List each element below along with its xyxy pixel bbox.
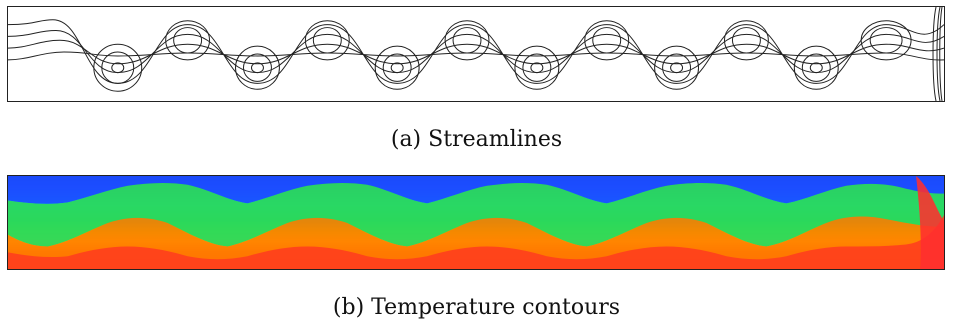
panel-a-title: Streamlines	[428, 127, 563, 152]
panel-b-title: Temperature contours	[371, 295, 621, 320]
streamlines-panel: (a) Streamlines	[0, 0, 953, 160]
panel-a-label: (a)	[390, 127, 422, 152]
streamlines-caption: (a) Streamlines	[0, 129, 953, 151]
temperature-caption: (b) Temperature contours	[0, 297, 953, 319]
temperature-panel: (b) Temperature contours	[0, 166, 953, 322]
streamlines-svg	[8, 7, 944, 101]
panel-b-label: (b)	[332, 295, 365, 320]
temperature-svg	[8, 176, 944, 269]
temperature-plot	[7, 175, 945, 270]
streamlines-plot	[7, 6, 945, 102]
